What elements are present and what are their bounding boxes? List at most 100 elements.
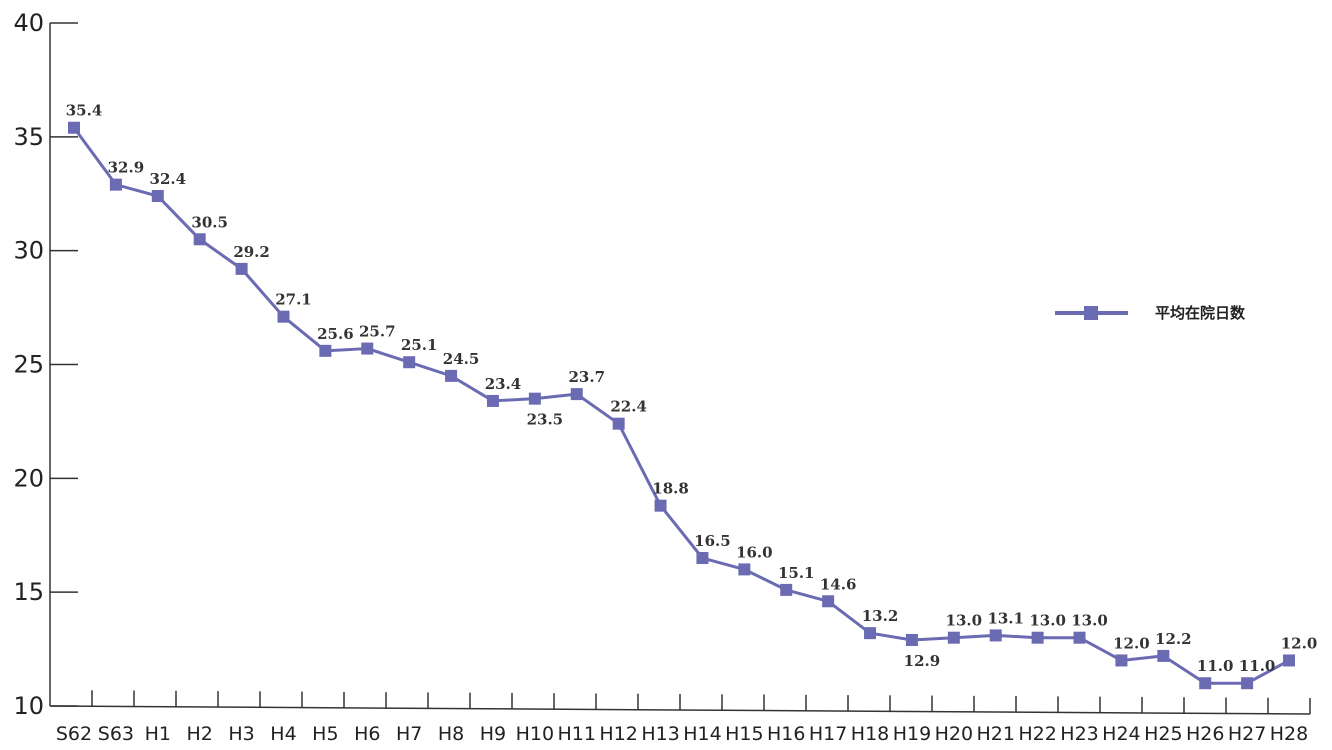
y-tick-label: 20 bbox=[13, 464, 44, 492]
data-point-marker bbox=[864, 627, 877, 640]
x-tick-label: H10 bbox=[516, 723, 554, 745]
data-point-marker bbox=[1157, 649, 1170, 662]
data-label: 16.5 bbox=[694, 532, 731, 550]
y-tick-label: 10 bbox=[13, 692, 44, 720]
data-label: 13.1 bbox=[987, 609, 1024, 627]
data-label: 23.5 bbox=[527, 411, 564, 429]
data-label: 30.5 bbox=[191, 213, 228, 231]
data-label: 23.7 bbox=[568, 368, 605, 386]
data-label: 35.4 bbox=[66, 102, 103, 120]
x-tick-label: H1 bbox=[145, 723, 171, 745]
series-group bbox=[68, 121, 1295, 690]
y-tick-label: 15 bbox=[13, 578, 44, 606]
x-tick-label: H19 bbox=[893, 723, 931, 745]
data-point-marker bbox=[109, 178, 122, 191]
data-point-marker bbox=[1283, 654, 1295, 667]
x-tick-label: H17 bbox=[809, 723, 847, 745]
data-label: 25.1 bbox=[401, 336, 438, 354]
data-label: 13.2 bbox=[862, 607, 899, 625]
data-point-marker bbox=[738, 563, 751, 576]
data-label: 12.0 bbox=[1281, 634, 1318, 652]
data-label: 25.7 bbox=[359, 323, 396, 341]
data-label: 22.4 bbox=[610, 398, 647, 416]
data-point-marker bbox=[822, 595, 835, 608]
data-point-marker bbox=[1031, 631, 1044, 644]
data-label: 23.4 bbox=[485, 375, 522, 393]
x-tick-label: H25 bbox=[1144, 723, 1182, 745]
x-tick-label: H3 bbox=[228, 723, 254, 745]
data-label: 16.0 bbox=[736, 543, 773, 561]
data-point-marker bbox=[319, 344, 332, 357]
data-point-marker bbox=[235, 262, 248, 275]
data-label: 12.0 bbox=[1113, 634, 1150, 652]
x-tick-label: H24 bbox=[1102, 723, 1140, 745]
data-label: 25.6 bbox=[317, 325, 354, 343]
data-label: 11.0 bbox=[1197, 657, 1234, 675]
data-point-marker bbox=[570, 388, 583, 401]
data-label: 13.0 bbox=[1071, 612, 1108, 630]
data-label: 13.0 bbox=[946, 612, 983, 630]
data-point-marker bbox=[445, 369, 458, 382]
x-tick-label: H22 bbox=[1018, 723, 1056, 745]
data-label: 12.2 bbox=[1155, 630, 1192, 648]
x-tick-label: H27 bbox=[1228, 723, 1266, 745]
data-labels: 35.4 32.9 32.4 30.5 29.2 27.1 25.6 25.7 25.1 24.5… bbox=[66, 102, 1318, 676]
data-point-marker bbox=[277, 310, 290, 323]
x-tick-label: H18 bbox=[851, 723, 889, 745]
y-tick-label: 25 bbox=[13, 351, 44, 379]
x-tick-label: H9 bbox=[480, 723, 506, 745]
data-point-marker bbox=[193, 233, 206, 246]
x-tick-label: H15 bbox=[725, 723, 763, 745]
x-tick-label: H4 bbox=[270, 723, 296, 745]
data-label: 24.5 bbox=[443, 350, 480, 368]
x-tick-label: H26 bbox=[1186, 723, 1224, 745]
x-tick-label: H2 bbox=[186, 723, 212, 745]
x-tick-label: H13 bbox=[641, 723, 679, 745]
axes bbox=[49, 23, 1311, 715]
data-label: 12.9 bbox=[904, 652, 941, 670]
y-tick-label: 40 bbox=[13, 9, 44, 37]
x-axis-ticks: S62 S63 H1 H2 H3 H4 H5 H6 H7 H8 H9 H10 H11 H12 H13 H14 H… bbox=[56, 690, 1311, 745]
y-tick-label: 35 bbox=[13, 123, 44, 151]
data-point-marker bbox=[1241, 677, 1254, 690]
x-tick-label: S63 bbox=[98, 723, 134, 745]
x-tick-label: H23 bbox=[1060, 723, 1098, 745]
data-point-marker bbox=[528, 392, 541, 405]
data-point-marker bbox=[905, 633, 918, 646]
x-tick-label: H14 bbox=[683, 723, 721, 745]
series-line bbox=[72, 126, 1290, 685]
legend-label: 平均在院日数 bbox=[1155, 304, 1246, 322]
data-point-marker bbox=[780, 583, 793, 596]
y-tick-label: 30 bbox=[13, 237, 44, 265]
data-point-marker bbox=[612, 417, 625, 430]
x-tick-label: H21 bbox=[976, 723, 1014, 745]
x-tick-label: H16 bbox=[767, 723, 805, 745]
x-tick-label: H8 bbox=[438, 723, 464, 745]
data-label: 11.0 bbox=[1239, 657, 1276, 675]
data-point-marker bbox=[403, 356, 416, 369]
legend: 平均在院日数 bbox=[1055, 304, 1246, 322]
data-label: 29.2 bbox=[233, 243, 270, 261]
data-label: 14.6 bbox=[820, 575, 857, 593]
y-axis-ticks: 10 15 20 25 30 35 40 bbox=[13, 9, 78, 720]
x-tick-label: H11 bbox=[558, 723, 596, 745]
data-point-marker bbox=[68, 121, 80, 134]
x-tick-label: H7 bbox=[396, 723, 422, 745]
x-tick-label: H20 bbox=[935, 723, 973, 745]
legend-marker bbox=[1084, 306, 1098, 320]
x-tick-label: H6 bbox=[354, 723, 380, 745]
data-label: 32.4 bbox=[150, 170, 187, 188]
data-label: 32.9 bbox=[108, 159, 145, 177]
x-tick-label: S62 bbox=[56, 723, 92, 745]
data-label: 13.0 bbox=[1029, 612, 1066, 630]
data-point-marker bbox=[989, 629, 1002, 642]
data-point-marker bbox=[1073, 631, 1086, 644]
data-point-marker bbox=[1115, 654, 1128, 667]
data-label: 15.1 bbox=[778, 564, 815, 582]
x-tick-label: H5 bbox=[312, 723, 338, 745]
data-point-marker bbox=[486, 394, 499, 407]
x-tick-label: H28 bbox=[1270, 723, 1308, 745]
data-label: 27.1 bbox=[275, 291, 312, 309]
data-point-marker bbox=[151, 190, 164, 203]
